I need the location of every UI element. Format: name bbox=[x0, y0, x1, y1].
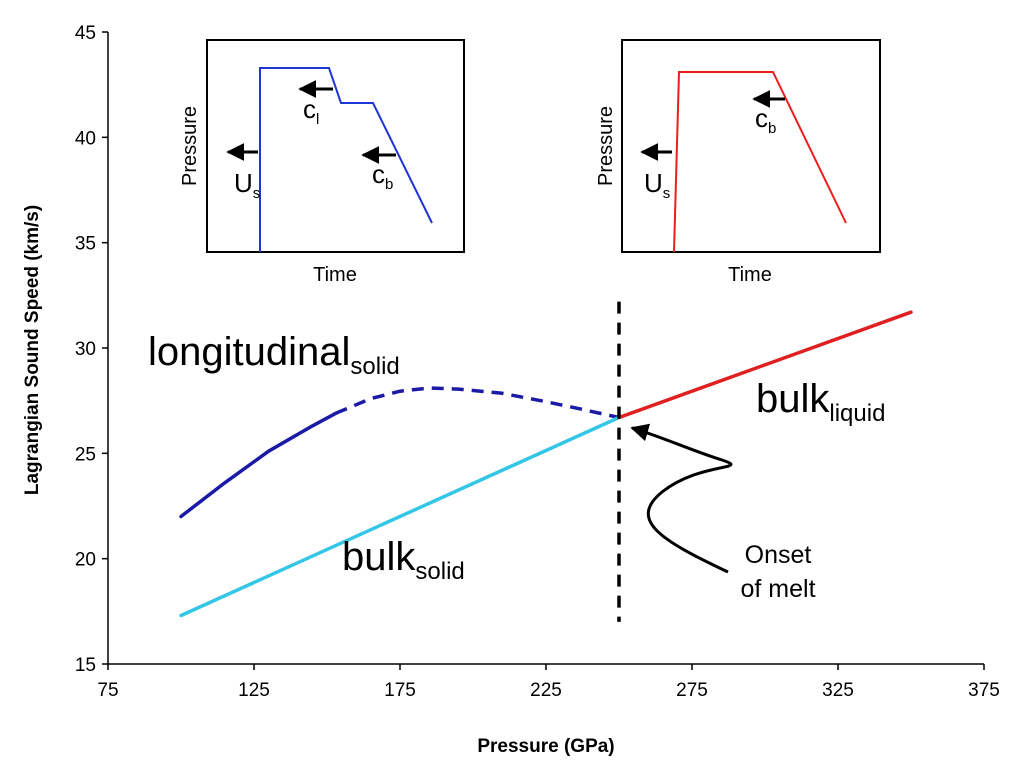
label-bulk-solid: bulksolid bbox=[342, 535, 465, 585]
inset-liquid-us-label: Us bbox=[644, 168, 670, 202]
label-bulk-liquid: bulkliquid bbox=[756, 377, 885, 427]
y-tick-label: 30 bbox=[75, 339, 96, 360]
label-bulk-solid-sub: solid bbox=[415, 558, 464, 585]
y-tick-label: 25 bbox=[75, 444, 96, 465]
inset-liquid-us-main: U bbox=[644, 168, 663, 198]
x-tick-label: 375 bbox=[968, 680, 1000, 701]
inset-solid-us-sub: s bbox=[253, 185, 261, 202]
inset-solid-cb-label: cb bbox=[372, 159, 393, 193]
inset-solid-us-main: U bbox=[234, 168, 253, 198]
x-axis-title: Pressure (GPa) bbox=[477, 736, 614, 757]
inset-solid-ylabel: Pressure bbox=[179, 106, 201, 186]
label-bulk-liquid-main: bulk bbox=[756, 377, 830, 421]
x-ticks: 75 125 175 225 275 325 375 bbox=[97, 664, 1000, 701]
series-line-longitudinal-solid bbox=[179, 411, 338, 519]
inset-solid-xlabel: Time bbox=[313, 264, 357, 286]
x-tick-label: 225 bbox=[530, 680, 562, 701]
x-tick-label: 325 bbox=[822, 680, 854, 701]
y-ticks: 15 20 25 30 35 40 45 bbox=[75, 23, 108, 676]
inset-solid-cl-sub: l bbox=[316, 111, 319, 128]
inset-liquid-us-sub: s bbox=[663, 185, 671, 202]
inset-solid: Us cl cb Time Pressure bbox=[179, 39, 465, 286]
series-line-longitudinal-solid-extrapolated bbox=[335, 386, 620, 420]
inset-solid-us-label: Us bbox=[234, 168, 260, 202]
label-longitudinal-sub: solid bbox=[350, 353, 399, 380]
inset-liquid-cb-main: c bbox=[755, 103, 768, 133]
y-tick-label: 45 bbox=[75, 23, 96, 44]
inset-solid-cb-main: c bbox=[372, 159, 385, 189]
y-tick-label: 20 bbox=[75, 550, 96, 571]
inset-liquid-profile bbox=[673, 71, 847, 253]
label-bulk-solid-main: bulk bbox=[342, 535, 416, 579]
y-axis-title: Lagrangian Sound Speed (km/s) bbox=[22, 205, 43, 495]
label-longitudinal-main: longitudinal bbox=[148, 330, 350, 374]
inset-liquid-xlabel: Time bbox=[728, 264, 772, 286]
y-tick-label: 35 bbox=[75, 234, 96, 255]
y-tick-label: 15 bbox=[75, 655, 96, 676]
onset-arrow bbox=[630, 423, 733, 574]
series-line-bulk-liquid bbox=[617, 310, 913, 420]
inset-liquid-cb-sub: b bbox=[768, 120, 776, 137]
inset-solid-cb-sub: b bbox=[385, 176, 393, 193]
inset-liquid-ylabel: Pressure bbox=[595, 106, 617, 186]
series-line-bulk-solid bbox=[179, 415, 621, 618]
inset-solid-cl-label: cl bbox=[303, 94, 319, 128]
onset-label-line2: of melt bbox=[740, 575, 815, 603]
inset-solid-profile bbox=[259, 67, 433, 252]
x-tick-label: 125 bbox=[238, 680, 270, 701]
inset-solid-frame bbox=[206, 39, 465, 253]
x-tick-label: 75 bbox=[97, 680, 118, 701]
y-tick-label: 40 bbox=[75, 128, 96, 149]
inset-liquid-cb-label: cb bbox=[755, 103, 776, 137]
series-layer bbox=[179, 310, 913, 618]
inset-liquid: Us cb Time Pressure bbox=[595, 39, 881, 286]
onset-label-line1: Onset bbox=[745, 541, 812, 569]
inset-liquid-frame bbox=[621, 39, 881, 253]
inset-solid-cl-main: c bbox=[303, 94, 316, 124]
label-bulk-liquid-sub: liquid bbox=[829, 400, 885, 427]
label-longitudinal-solid: longitudinalsolid bbox=[148, 330, 400, 380]
x-tick-label: 175 bbox=[384, 680, 416, 701]
x-tick-label: 275 bbox=[676, 680, 708, 701]
